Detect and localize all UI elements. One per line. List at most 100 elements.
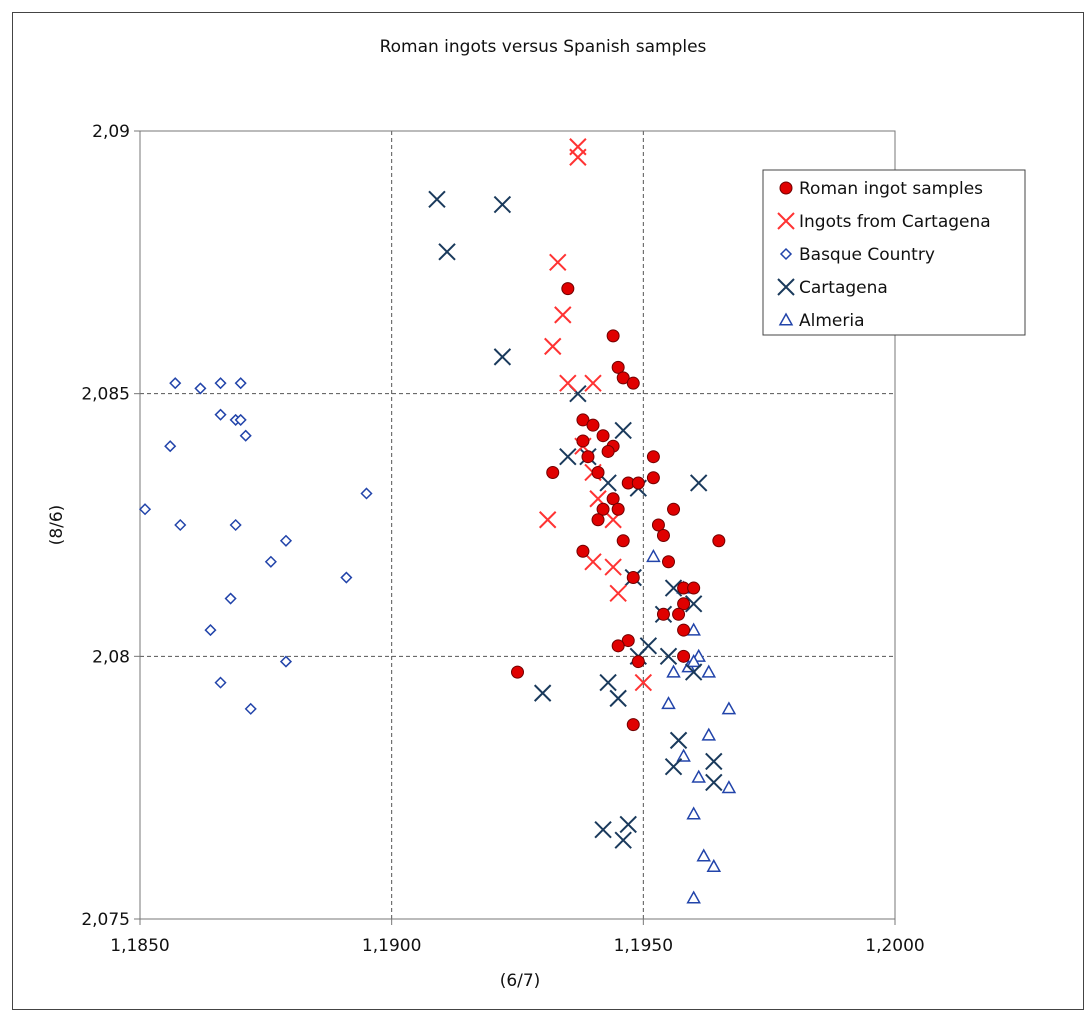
x-tick-label: 1,1950 xyxy=(614,936,673,956)
legend-label: Cartagena xyxy=(799,278,888,298)
data-point xyxy=(611,639,625,653)
data-point xyxy=(686,654,701,668)
data-point xyxy=(696,848,712,862)
data-point xyxy=(576,544,590,558)
data-point xyxy=(264,555,277,568)
grid-lines xyxy=(140,131,895,919)
data-point xyxy=(677,623,691,637)
data-point xyxy=(599,673,617,692)
data-point xyxy=(279,655,293,668)
data-point xyxy=(546,465,560,479)
data-point xyxy=(569,148,587,166)
data-point xyxy=(594,820,612,839)
data-point xyxy=(621,634,635,648)
data-point xyxy=(626,718,640,732)
data-point xyxy=(705,752,723,771)
data-point xyxy=(601,444,615,458)
data-point xyxy=(705,773,723,792)
data-point xyxy=(712,534,726,548)
data-point xyxy=(493,195,512,214)
legend-label: Ingots from Cartagena xyxy=(799,212,991,232)
series-2 xyxy=(138,377,373,715)
data-point xyxy=(646,471,660,485)
data-point xyxy=(576,413,590,427)
data-point xyxy=(634,673,653,692)
data-point xyxy=(701,664,717,678)
series-1 xyxy=(538,138,653,692)
data-point xyxy=(234,377,247,390)
data-point xyxy=(609,584,627,603)
data-point xyxy=(581,450,595,464)
data-point xyxy=(686,622,701,636)
y-axis-ticks: 2,075 2,08 2,085 2,09 xyxy=(81,122,140,930)
series-3 xyxy=(428,190,723,849)
data-point xyxy=(667,502,681,516)
data-point xyxy=(169,377,182,390)
data-point xyxy=(229,518,242,532)
legend-marker xyxy=(779,247,793,261)
data-point xyxy=(664,757,683,776)
data-point xyxy=(599,474,617,492)
data-point xyxy=(544,337,562,356)
data-point xyxy=(659,647,678,666)
data-point xyxy=(721,701,737,715)
data-point xyxy=(204,624,217,637)
x-axis-ticks: 1,1850 1,1900 1,1950 1,2000 xyxy=(110,919,925,956)
series-4 xyxy=(646,548,737,904)
data-point xyxy=(224,592,237,605)
data-point xyxy=(646,450,660,464)
legend-box xyxy=(762,169,1026,336)
data-point xyxy=(676,748,691,762)
data-point xyxy=(609,689,627,708)
data-point xyxy=(438,243,456,261)
legend-label: Roman ingot samples xyxy=(799,179,983,199)
data-point xyxy=(554,306,572,324)
data-point xyxy=(584,374,602,392)
data-point xyxy=(631,476,645,490)
data-point xyxy=(549,253,567,272)
data-point xyxy=(559,447,577,466)
data-point xyxy=(561,282,575,296)
data-point xyxy=(614,421,632,440)
data-point xyxy=(234,413,247,426)
data-point xyxy=(684,595,703,613)
data-point xyxy=(686,806,701,820)
data-point xyxy=(656,607,670,621)
data-point xyxy=(619,815,637,834)
data-point xyxy=(656,529,670,543)
legend-label: Almeria xyxy=(799,311,865,331)
data-point xyxy=(493,348,512,366)
legend: Roman ingot samples Ingots from Cartagena… xyxy=(762,169,1026,336)
data-point xyxy=(214,676,227,689)
data-point xyxy=(677,597,691,611)
data-point xyxy=(661,696,676,710)
data-point xyxy=(239,429,252,442)
legend-marker xyxy=(779,181,793,195)
data-point xyxy=(721,780,737,794)
data-point xyxy=(691,769,706,783)
data-point xyxy=(701,727,717,741)
data-point xyxy=(138,503,152,516)
y-tick-label: 2,085 xyxy=(81,385,130,405)
data-point xyxy=(604,558,622,576)
data-point xyxy=(684,663,703,681)
data-point xyxy=(606,329,620,343)
data-point xyxy=(616,371,630,385)
legend-marker xyxy=(778,312,794,326)
data-point xyxy=(614,831,632,849)
data-point xyxy=(584,553,602,571)
data-point xyxy=(631,655,645,669)
data-point xyxy=(664,579,683,597)
data-point xyxy=(669,731,688,750)
data-point xyxy=(174,518,187,532)
data-point xyxy=(606,492,620,506)
data-point xyxy=(428,190,446,209)
data-point xyxy=(639,637,658,655)
data-point xyxy=(279,534,293,547)
y-tick-label: 2,09 xyxy=(92,122,130,142)
data-point xyxy=(511,665,524,679)
data-points xyxy=(138,138,737,904)
data-point xyxy=(662,555,675,569)
y-tick-label: 2,08 xyxy=(92,647,130,667)
